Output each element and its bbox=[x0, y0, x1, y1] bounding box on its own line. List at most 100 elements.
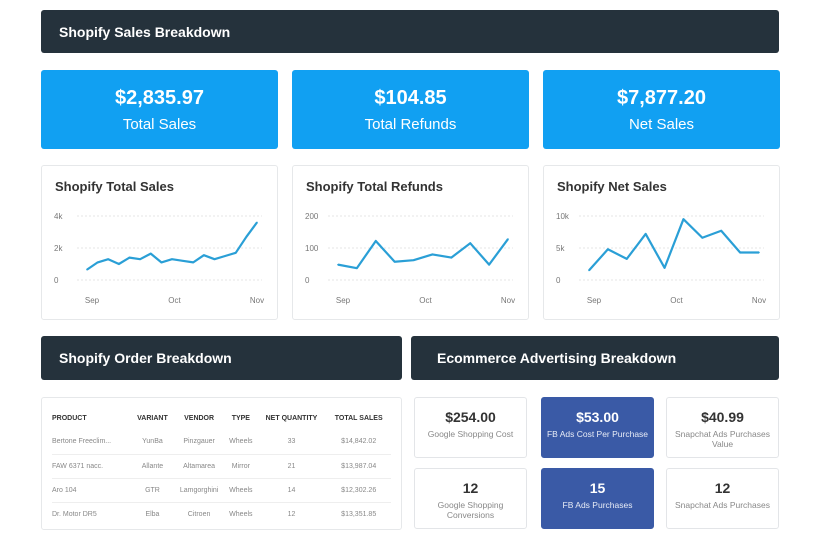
kpi-label: Net Sales bbox=[628, 116, 695, 133]
data-point bbox=[107, 258, 110, 260]
kpi-label: Total Refunds bbox=[364, 116, 457, 133]
table-cell: 33 bbox=[256, 430, 327, 455]
x-tick-label: Oct bbox=[168, 296, 181, 305]
x-tick-label: Nov bbox=[752, 296, 766, 305]
series-line bbox=[337, 238, 509, 270]
y-tick-label: 5k bbox=[556, 244, 565, 253]
ad-metric-tile: 12 Snapchat Ads Purchases bbox=[666, 468, 779, 529]
x-tick-label: Nov bbox=[501, 296, 515, 305]
table-cell: Dr. Motor DR5 bbox=[52, 510, 97, 518]
order-table-card: PRODUCT VARIANT VENDOR TYPE NET QUANTITY TOTA… bbox=[41, 397, 402, 530]
table-cell: Wheels bbox=[229, 510, 253, 518]
data-point bbox=[469, 242, 472, 244]
chart-card-total-refunds: Shopify Total Refunds 0 100 200 Sep Oct Nov bbox=[292, 165, 529, 320]
ad-metric-tile: $40.99 Snapchat Ads Purchases Value bbox=[666, 397, 779, 458]
data-point bbox=[224, 255, 226, 257]
metric-label: Snapchat Ads Purchases Value bbox=[675, 429, 770, 449]
data-point bbox=[450, 256, 453, 259]
column-header: NET QUANTITY bbox=[265, 414, 318, 422]
table-cell: Lamgorghini bbox=[173, 478, 226, 503]
y-tick-label: 2k bbox=[54, 244, 63, 253]
column-header: TOTAL SALES bbox=[334, 414, 383, 422]
metric-label: FB Ads Cost Per Purchase bbox=[546, 429, 649, 439]
series-line bbox=[86, 221, 258, 271]
chart-title: Shopify Total Sales bbox=[55, 179, 174, 194]
data-point bbox=[213, 258, 216, 260]
metric-value: $53.00 bbox=[576, 409, 619, 425]
series-line bbox=[588, 218, 759, 272]
data-point bbox=[393, 260, 396, 263]
line-chart: 0 5k 10k Sep Oct Nov bbox=[556, 212, 766, 305]
data-point bbox=[758, 251, 760, 254]
data-point bbox=[644, 233, 647, 235]
y-tick-label: 0 bbox=[54, 276, 59, 285]
table-row[interactable]: FAW 6371 nacc. Allante Altamarea Mirror 21 $1… bbox=[52, 454, 391, 479]
table-row[interactable]: Aro 104 GTR Lamgorghini Wheels 14 $12,302.26 bbox=[52, 478, 391, 503]
kpi-net-sales: $7,877.20 Net Sales bbox=[543, 70, 780, 149]
metric-label: Google Shopping Cost bbox=[427, 429, 514, 439]
table-cell: Aro 104 bbox=[52, 478, 132, 503]
ad-metric-tile: 15 FB Ads Purchases bbox=[541, 468, 654, 529]
data-point bbox=[431, 253, 434, 256]
column-header: PRODUCT bbox=[52, 414, 87, 422]
metric-value: 15 bbox=[589, 480, 606, 496]
data-point bbox=[663, 267, 666, 269]
table-cell: YunBa bbox=[131, 430, 174, 455]
metric-value: $40.99 bbox=[701, 409, 744, 425]
column-header: VARIANT bbox=[137, 414, 168, 422]
table-cell: $12,302.26 bbox=[326, 478, 391, 503]
data-point bbox=[86, 268, 88, 271]
table-row[interactable]: Dr. Motor DR5 Elba Citroen Wheels 12 $13,351.… bbox=[52, 502, 391, 526]
kpi-label: Total Sales bbox=[122, 116, 197, 133]
table-cell: Citroen bbox=[187, 510, 211, 518]
data-point bbox=[245, 236, 248, 238]
data-point bbox=[96, 261, 99, 264]
data-point bbox=[720, 229, 723, 232]
data-point bbox=[256, 221, 258, 224]
data-point bbox=[412, 259, 415, 261]
data-point bbox=[234, 252, 237, 254]
data-point bbox=[181, 260, 184, 262]
x-tick-label: Sep bbox=[85, 296, 100, 305]
table-cell: Pinzgauer bbox=[173, 430, 226, 455]
table-cell: Elba bbox=[145, 510, 160, 518]
data-point bbox=[203, 254, 205, 256]
metric-value: 12 bbox=[714, 480, 731, 496]
kpi-total-sales: $2,835.97 Total Sales bbox=[41, 70, 278, 149]
data-point bbox=[607, 248, 609, 251]
table-cell: Bertone Freeclim... bbox=[52, 430, 132, 455]
kpi-total-refunds: $104.85 Total Refunds bbox=[292, 70, 529, 149]
x-tick-label: Oct bbox=[670, 296, 683, 305]
order-breakdown-header: Shopify Order Breakdown bbox=[41, 336, 402, 380]
data-point bbox=[625, 258, 628, 260]
table-cell: Mirror bbox=[225, 454, 257, 479]
chart-title: Shopify Net Sales bbox=[557, 179, 667, 194]
table-cell: 14 bbox=[256, 478, 327, 503]
ad-metric-tile: 12 Google Shopping Conversions bbox=[414, 468, 527, 529]
metric-label: Snapchat Ads Purchases bbox=[675, 500, 770, 510]
page-header: Shopify Sales Breakdown bbox=[41, 10, 779, 53]
data-point bbox=[337, 263, 339, 266]
y-tick-label: 10k bbox=[556, 212, 570, 221]
metric-label: Google Shopping Conversions bbox=[437, 500, 504, 520]
chart-title: Shopify Total Refunds bbox=[306, 179, 443, 194]
data-point bbox=[507, 238, 509, 240]
y-tick-label: 100 bbox=[305, 244, 319, 253]
chart-card-net-sales: Shopify Net Sales 0 5k 10k Sep Oct Nov bbox=[543, 165, 780, 320]
page-title: Shopify Sales Breakdown bbox=[59, 23, 231, 40]
data-point bbox=[588, 269, 590, 272]
column-header: TYPE bbox=[231, 414, 250, 422]
column-header: VENDOR bbox=[184, 414, 215, 422]
table-cell: $14,842.02 bbox=[326, 430, 391, 455]
y-tick-label: 4k bbox=[54, 212, 63, 221]
order-table: PRODUCT VARIANT VENDOR TYPE NET QUANTITY TOTA… bbox=[52, 406, 391, 526]
kpi-value: $2,835.97 bbox=[115, 87, 204, 109]
section-title: Ecommerce Advertising Breakdown bbox=[437, 350, 677, 366]
metric-value: $254.00 bbox=[445, 409, 496, 425]
data-point bbox=[739, 251, 741, 254]
y-tick-label: 0 bbox=[556, 276, 561, 285]
table-row[interactable]: Bertone Freeclim... YunBa Pinzgauer Wheels 3… bbox=[52, 430, 391, 455]
metric-label: FB Ads Purchases bbox=[562, 500, 633, 510]
data-point bbox=[118, 263, 120, 265]
table-cell: Wheels bbox=[225, 430, 257, 455]
